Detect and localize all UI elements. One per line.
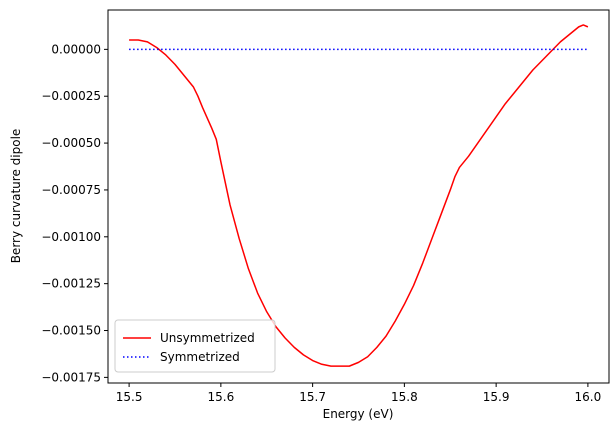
- y-tick-label: −0.00100: [41, 230, 101, 244]
- x-tick-label: 16.0: [575, 390, 602, 404]
- y-tick-label: −0.00025: [41, 89, 101, 103]
- y-tick-label: 0.00000: [51, 42, 101, 56]
- y-tick-label: −0.00050: [41, 136, 101, 150]
- y-tick-label: −0.00125: [41, 277, 101, 291]
- legend-label-unsymmetrized: Unsymmetrized: [160, 331, 255, 345]
- x-tick-label: 15.8: [391, 390, 418, 404]
- legend: Unsymmetrized Symmetrized: [114, 319, 276, 373]
- y-tick-label: −0.00175: [41, 370, 101, 384]
- x-tick-label: 15.7: [299, 390, 326, 404]
- series-layer: [129, 24, 589, 367]
- legend-label-symmetrized: Symmetrized: [160, 350, 240, 364]
- x-tick-label: 15.6: [208, 390, 235, 404]
- x-ticks: 15.5 15.6 15.7 15.8 15.9 16.0: [116, 383, 602, 404]
- y-tick-label: −0.00075: [41, 183, 101, 197]
- x-tick-label: 15.9: [483, 390, 510, 404]
- axes-frame: [107, 9, 610, 384]
- y-axis-label: Berry curvature dipole: [9, 129, 23, 264]
- y-ticks: 0.00000 −0.00025 −0.00050 −0.00075 −0.00100 −…: [41, 42, 108, 384]
- legend-box: [114, 319, 276, 373]
- series-line-unsymmetrized: [129, 24, 589, 367]
- y-tick-label: −0.00150: [41, 324, 101, 338]
- x-tick-label: 15.5: [116, 390, 143, 404]
- x-axis-label: Energy (eV): [323, 407, 394, 421]
